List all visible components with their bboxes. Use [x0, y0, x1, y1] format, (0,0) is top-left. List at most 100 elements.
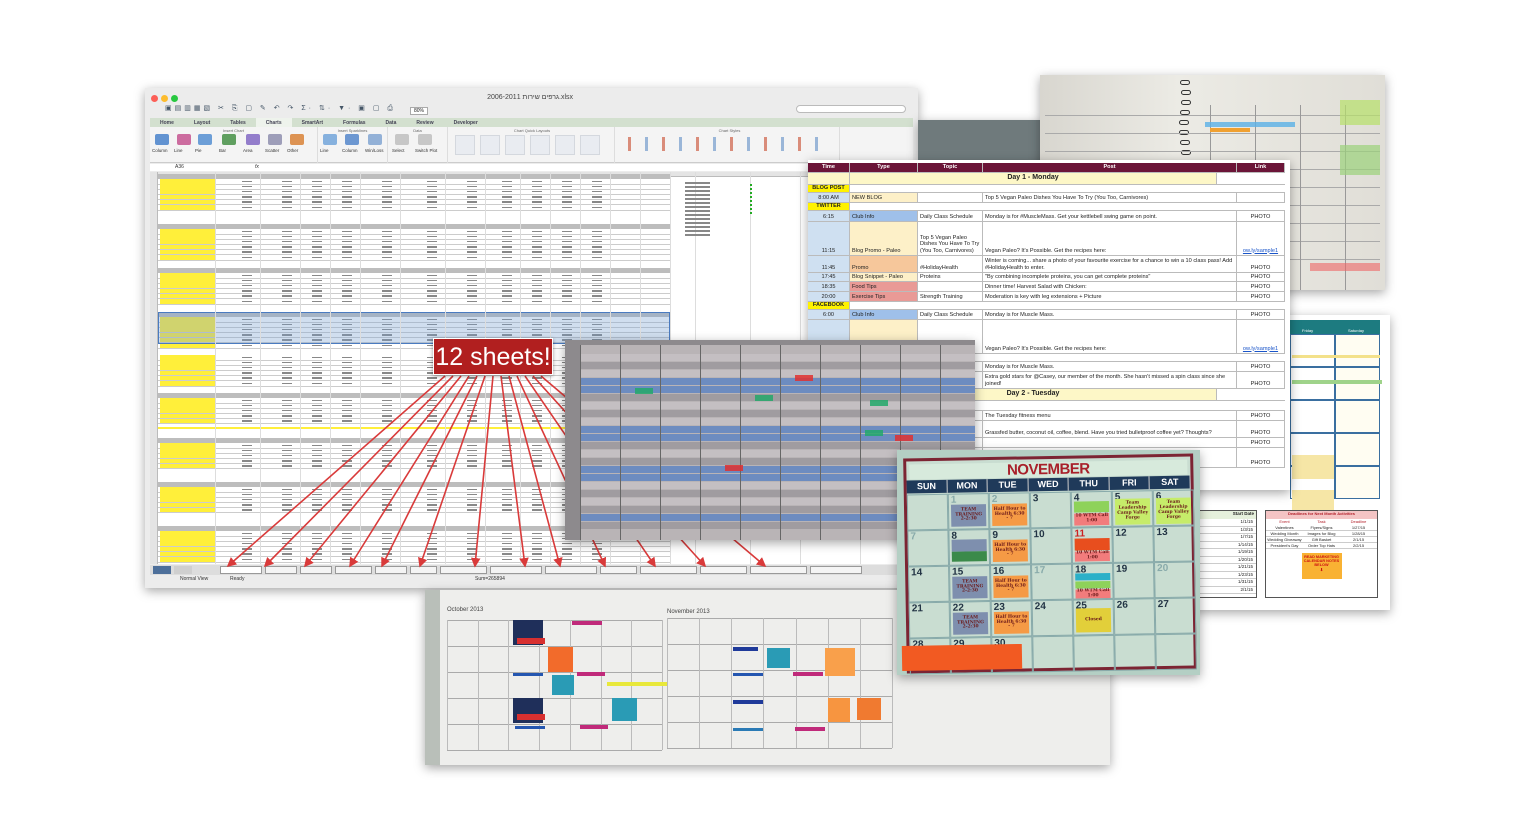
cell: Monday is for Muscle Mass. [983, 310, 1237, 319]
sheet-tab[interactable] [600, 566, 637, 574]
cell-value [312, 382, 322, 384]
minimize-button[interactable] [161, 95, 168, 102]
row-label-cell [160, 551, 216, 557]
cell-value [342, 318, 352, 320]
sticky-note: 10 WTM Call 1:00 [1075, 587, 1111, 599]
sheet-tab[interactable] [300, 566, 332, 574]
cell-value [427, 274, 437, 276]
chart-button-label[interactable]: Pie [195, 148, 202, 153]
sheet-tab[interactable] [700, 566, 747, 574]
start-date: 1/23/15 [1198, 572, 1256, 579]
tab-charts[interactable]: Charts [255, 118, 292, 127]
col-deadline: Deadline [1350, 519, 1367, 524]
gridline [158, 293, 670, 295]
maximize-button[interactable] [171, 95, 178, 102]
cell-value [562, 542, 572, 545]
chart-type-icon [198, 134, 212, 145]
side-value [685, 230, 710, 232]
tab-developer[interactable]: Developer [453, 120, 478, 126]
tab-layout[interactable]: Layout [193, 120, 211, 126]
zoom-select[interactable]: 80% [410, 107, 429, 115]
tab-tables[interactable]: Tables [230, 120, 246, 126]
handwritten-mark [795, 375, 813, 381]
sheet-tab[interactable] [265, 566, 297, 574]
sheet-tab[interactable] [490, 566, 542, 574]
gridline [158, 204, 670, 206]
chart-button-label[interactable]: Win/Loss [365, 148, 384, 153]
cell-value [427, 318, 437, 320]
cell[interactable]: ow.ly/sample1 [1237, 222, 1285, 255]
normal-view-button[interactable] [153, 566, 171, 574]
cell-value [342, 328, 352, 331]
photo-row [580, 466, 975, 473]
sticky-note [733, 647, 758, 651]
photo-row [580, 434, 975, 441]
cell-value [282, 344, 292, 346]
toolbar-icons[interactable]: ▣▤▥▦▧ ✂ ⎘ ▢ ✎ ↶ ↷ Σ· ⇅· ▼· ▣ ▢ ⎙ [165, 105, 397, 112]
search-input[interactable] [796, 105, 906, 113]
tab-data[interactable]: Data [385, 120, 397, 126]
cell-value [242, 284, 252, 287]
cell: 6:00 [808, 310, 850, 319]
cell-value [342, 399, 352, 401]
cell-value [382, 420, 392, 422]
chart-button-label[interactable]: Switch Plot [415, 148, 438, 153]
tab-smartart[interactable]: SmartArt [301, 120, 324, 126]
sheet-tab[interactable] [640, 566, 697, 574]
group-label: Insert Sparklines [337, 128, 368, 133]
group-label: Chart Quick Layouts [513, 128, 551, 133]
cell-reference[interactable]: A36 [175, 164, 184, 170]
deadline-cell: Images for Blog [1307, 531, 1336, 536]
tab-home[interactable]: Home [160, 120, 174, 126]
event-note [1292, 455, 1334, 479]
chart-button-label[interactable]: Other [287, 148, 299, 153]
section-row: FACEBOOK [808, 302, 1285, 310]
cell-value [382, 290, 392, 292]
cell-value [312, 488, 322, 490]
chart-button-label[interactable]: Line [320, 148, 329, 153]
cell-value [242, 201, 252, 203]
photo-row [580, 450, 975, 457]
chart-button-label[interactable]: Column [152, 148, 168, 153]
side-value [685, 190, 710, 192]
cell-value [532, 404, 542, 407]
cell-value [242, 504, 252, 506]
row-label-cell [160, 463, 216, 469]
chart-button-label[interactable]: Line [174, 148, 183, 153]
cell-value [342, 274, 352, 276]
formula-bar[interactable]: A36 fx [150, 164, 913, 171]
photo-col [900, 345, 901, 540]
event-note [1292, 490, 1334, 510]
chart-button-label[interactable]: Column [342, 148, 358, 153]
cell-value [532, 240, 542, 243]
sheet-tab[interactable] [750, 566, 807, 574]
sheet-tab[interactable] [545, 566, 597, 574]
close-button[interactable] [151, 95, 158, 102]
chart-style-thumb [730, 137, 733, 151]
cell-value [382, 300, 392, 302]
cell-value [342, 290, 352, 292]
sheet-tab[interactable] [810, 566, 862, 574]
chart-button-label[interactable]: Scatter [265, 148, 280, 153]
cell-value [427, 284, 437, 287]
chart-button-label[interactable]: Select [392, 148, 405, 153]
page-layout-button[interactable] [174, 566, 192, 574]
quick-layout-thumb [530, 135, 550, 155]
cell-value [562, 185, 572, 188]
cell-value [592, 185, 602, 188]
cell-value [312, 465, 322, 467]
cell[interactable]: ow.ly/sample1 [1237, 320, 1285, 353]
header-row [158, 526, 670, 531]
sheet-tab[interactable] [375, 566, 407, 574]
sheet-tab[interactable] [220, 566, 262, 574]
start-date: 2/1/15 [1198, 587, 1256, 594]
deadline-row: Valentines Flyers/Signs 1/27/15 [1266, 525, 1377, 531]
cell-value [312, 323, 322, 326]
sheet-tab[interactable] [440, 566, 487, 574]
cell-value [562, 323, 572, 326]
chart-button-label[interactable]: Area [243, 148, 253, 153]
chart-button-label[interactable]: Bar [219, 148, 227, 153]
tab-formulas[interactable]: Formulas [343, 120, 366, 126]
cell-value [592, 553, 602, 555]
tab-review[interactable]: Review [416, 120, 434, 126]
